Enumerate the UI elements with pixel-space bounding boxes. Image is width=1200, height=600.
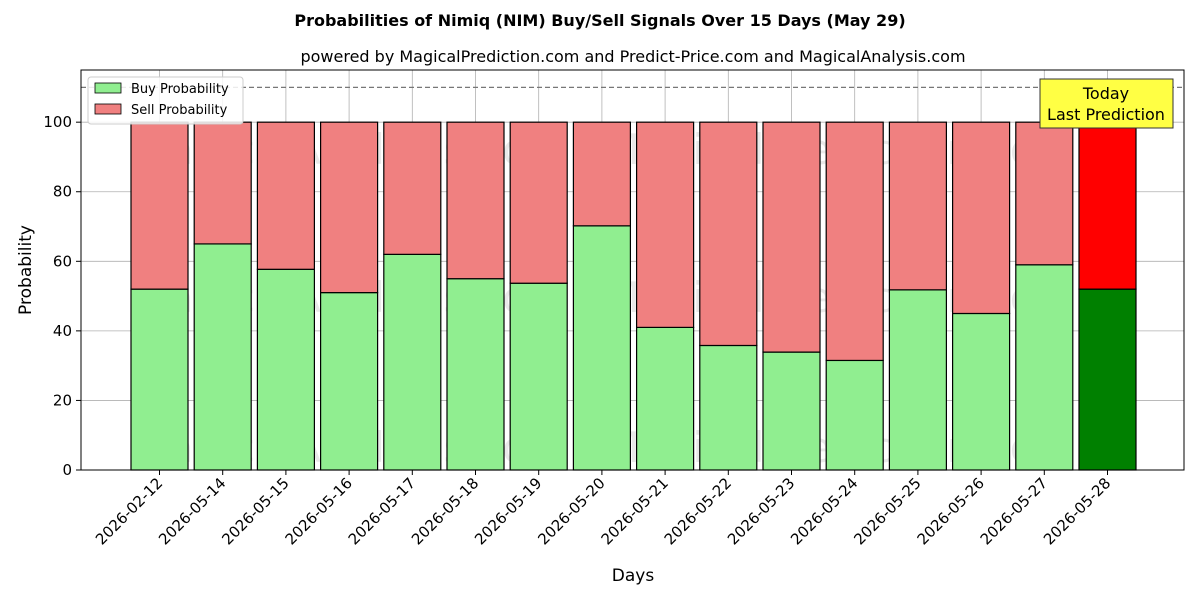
bar-sell [1015,121,1074,266]
bar-sell [635,121,695,328]
bar-buy [635,326,695,471]
y-tick-label: 0 [62,461,72,479]
bar-sell [951,121,1011,315]
legend: Buy Probability Sell Probability [87,76,244,125]
x-tick-label: 2026-05-24 [787,474,861,548]
legend-swatch-sell [94,103,122,115]
bar-sell [762,121,821,353]
bar-buy [130,288,189,471]
y-tick-label: 80 [53,183,72,201]
bar-sell [1078,121,1137,290]
chart-title: Probabilities of Nimiq (NIM) Buy/Sell Si… [294,11,905,30]
x-axis: 2026-02-122026-05-142026-05-152026-05-16… [92,470,1114,548]
bar-buy [825,359,884,471]
x-tick-label: 2026-05-28 [1040,474,1114,548]
bar-buy [951,312,1011,471]
y-axis: 0 20 40 60 80 100 [43,113,81,479]
annotation-box [1039,78,1174,129]
y-tick-label: 60 [53,252,72,270]
legend-label-buy: Buy Probability [131,82,229,97]
bar-buy [572,225,632,471]
bar-sell [572,121,632,227]
bar-sell [130,121,189,290]
y-tick-label: 100 [43,113,72,131]
bar-buy [888,289,948,471]
bar-sell [509,121,568,284]
bar-buy [762,351,821,471]
x-tick-label: 2026-05-20 [534,474,608,548]
bar-buy [1015,264,1074,471]
x-tick-label: 2026-02-12 [92,474,166,548]
bars [130,121,1137,471]
bar-buy [383,253,442,471]
x-tick-label: 2026-05-22 [661,474,735,548]
plot-frame [80,69,1185,471]
bar-buy [509,282,568,471]
y-axis-label: Probability [16,225,36,315]
bar-sell [320,121,379,294]
x-axis-label: Days [612,566,655,586]
x-tick-label: 2026-05-17 [345,474,419,548]
x-tick-label: 2026-05-23 [724,474,798,548]
annotation-line-1: Today [1082,84,1129,103]
bar-buy [1078,288,1137,471]
bar-sell [888,121,948,291]
chart-subtitle: powered by MagicalPrediction.com and Pre… [300,47,965,66]
x-tick-label: 2026-05-19 [471,474,545,548]
bar-buy [320,292,379,471]
bar-sell [825,121,884,362]
bar-sell [383,121,442,255]
bar-sell [446,121,505,280]
x-tick-label: 2026-05-21 [598,474,672,548]
legend-box [87,76,244,125]
legend-swatch-buy [94,82,122,94]
x-tick-label: 2026-05-15 [218,474,292,548]
bar-sell [193,121,252,245]
bar-sell [256,121,315,270]
today-annotation: Today Last Prediction [1039,78,1174,129]
x-tick-label: 2026-05-27 [977,474,1051,548]
x-tick-label: 2026-05-16 [282,474,356,548]
bar-buy [446,278,505,471]
bar-sell [699,121,758,347]
y-tick-label: 40 [53,322,72,340]
x-tick-label: 2026-05-25 [850,474,924,548]
x-tick-label: 2026-05-18 [408,474,482,548]
bar-buy [699,344,758,471]
x-tick-label: 2026-05-14 [155,474,229,548]
bar-buy [193,243,252,471]
bar-buy [256,268,315,471]
x-tick-label: 2026-05-26 [914,474,988,548]
y-tick-label: 20 [53,391,72,409]
legend-label-sell: Sell Probability [131,103,228,118]
annotation-line-2: Last Prediction [1047,105,1165,124]
